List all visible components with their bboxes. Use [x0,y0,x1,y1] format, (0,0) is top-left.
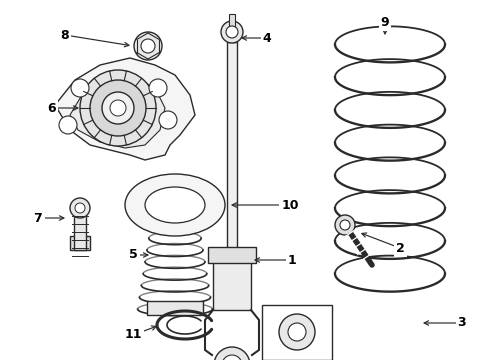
Bar [147,301,203,315]
Text: 6: 6 [48,102,56,114]
Ellipse shape [125,174,224,236]
Bar [213,255,250,310]
Circle shape [222,355,242,360]
Polygon shape [70,78,164,148]
Circle shape [80,70,156,146]
Text: 11: 11 [124,328,142,342]
Circle shape [221,21,243,43]
Text: 10: 10 [281,198,298,212]
Text: 7: 7 [34,212,42,225]
Text: 1: 1 [287,253,296,266]
Circle shape [102,92,134,124]
Circle shape [71,79,89,97]
Circle shape [75,203,85,213]
Circle shape [279,314,314,350]
Bar [228,14,235,32]
Bar [207,247,256,263]
Text: 3: 3 [457,316,466,329]
Text: 5: 5 [128,248,137,261]
Bar [226,42,237,255]
Circle shape [59,116,77,134]
Text: 8: 8 [61,28,69,41]
Text: 2: 2 [395,242,404,255]
Ellipse shape [145,187,204,223]
Circle shape [159,111,177,129]
Circle shape [110,100,126,116]
Polygon shape [55,58,195,160]
Circle shape [214,347,249,360]
Circle shape [287,323,305,341]
Circle shape [134,32,162,60]
Bar [70,236,90,250]
Circle shape [149,79,167,97]
Circle shape [141,39,155,53]
Circle shape [225,26,238,38]
Text: 4: 4 [262,32,271,45]
Bar [74,215,86,250]
Text: 9: 9 [380,15,388,28]
Circle shape [70,198,90,218]
Bar [262,305,331,360]
Circle shape [90,80,146,136]
Circle shape [334,215,354,235]
Circle shape [339,220,349,230]
